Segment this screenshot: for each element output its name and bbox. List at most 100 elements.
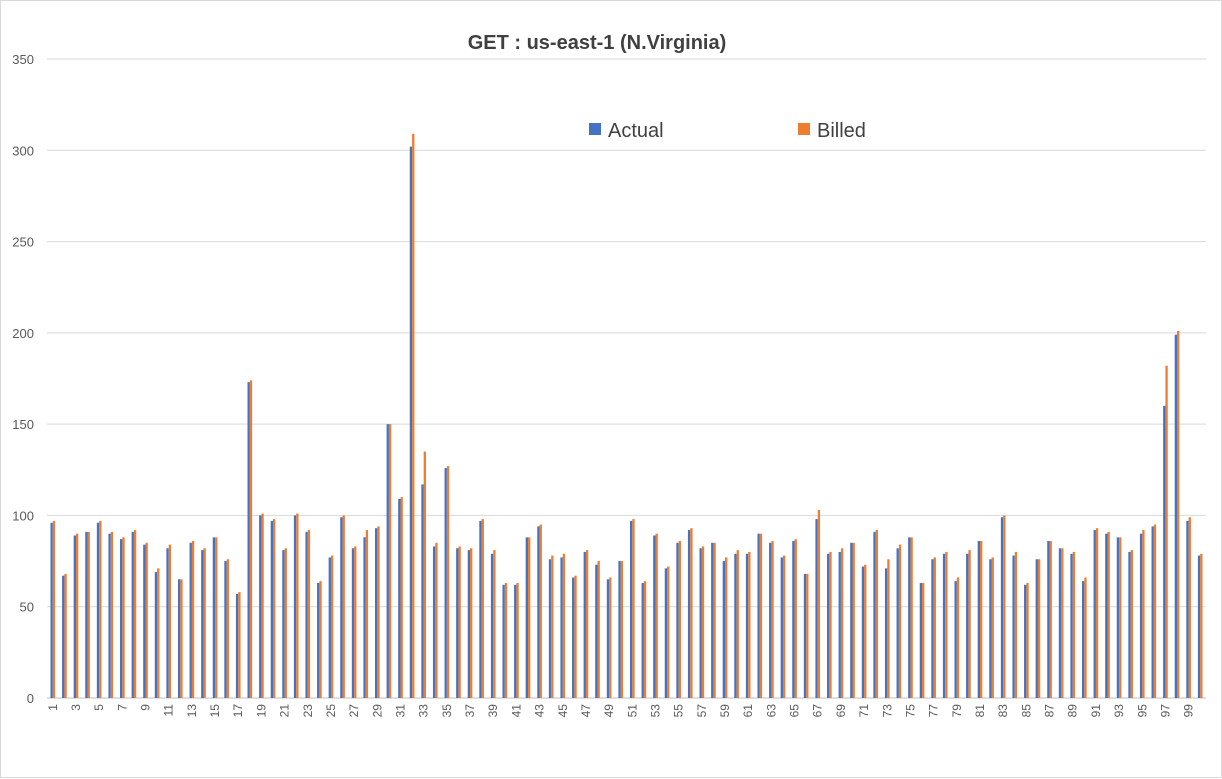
x-tick-label: 71	[857, 704, 871, 718]
bar-actual-33	[421, 484, 424, 698]
bar-actual-100	[1197, 555, 1201, 698]
bar-actual-37	[467, 550, 471, 698]
x-tick-label: 61	[741, 704, 755, 718]
bar-billed-14	[203, 548, 206, 698]
bar-actual-88	[1058, 548, 1062, 698]
x-tick-label: 45	[556, 704, 570, 718]
bar-billed-68	[829, 551, 832, 698]
bar-actual-93	[1116, 537, 1120, 698]
x-tick-label: 23	[301, 704, 315, 718]
bar-actual-62	[757, 533, 760, 698]
x-tick-label: 5	[92, 704, 106, 711]
bar-actual-7	[120, 539, 123, 698]
bar-actual-18	[247, 382, 250, 698]
x-tick-label: 79	[950, 704, 964, 718]
bar-actual-2	[62, 575, 65, 698]
bar-billed-98	[1177, 331, 1180, 698]
bar-actual-46	[572, 577, 575, 698]
bar-billed-9	[145, 542, 148, 698]
bar-billed-95	[1142, 530, 1145, 698]
bar-actual-87	[1047, 540, 1050, 698]
bars	[50, 133, 1203, 699]
x-tick-label: 83	[996, 704, 1010, 718]
bar-actual-38	[479, 520, 482, 698]
bar-billed-12	[180, 579, 183, 698]
bar-billed-78	[945, 551, 948, 698]
bar-actual-86	[1035, 559, 1038, 698]
bar-billed-51	[632, 519, 635, 698]
x-tick-label: 87	[1043, 704, 1057, 718]
bar-actual-76	[919, 582, 923, 698]
bar-billed-15	[215, 537, 218, 698]
bar-actual-66	[803, 573, 807, 698]
chart-title: GET : us-east-1 (N.Virginia)	[468, 32, 727, 54]
bar-billed-61	[748, 551, 751, 698]
x-tick-label: 39	[486, 704, 500, 718]
bar-actual-42	[525, 537, 528, 698]
bar-actual-40	[502, 584, 505, 698]
bar-actual-57	[699, 548, 702, 698]
bar-actual-36	[456, 548, 459, 698]
bar-billed-33	[423, 451, 426, 698]
bar-billed-27	[354, 546, 357, 698]
bar-billed-46	[574, 575, 577, 698]
bar-actual-13	[189, 542, 192, 698]
x-tick-label: 63	[764, 704, 778, 718]
bar-actual-85	[1024, 584, 1027, 698]
bar-billed-49	[609, 577, 612, 698]
gridlines	[47, 58, 1206, 699]
x-tick-label: 9	[139, 704, 153, 711]
bar-actual-51	[629, 520, 633, 698]
bar-billed-53	[655, 533, 658, 698]
bar-actual-52	[641, 582, 644, 698]
bar-actual-17	[235, 593, 239, 698]
bar-actual-16	[224, 561, 227, 698]
bar-billed-37	[470, 548, 473, 698]
bar-actual-1	[50, 522, 53, 698]
bar-billed-99	[1188, 517, 1191, 698]
bar-billed-92	[1107, 531, 1110, 698]
legend-label-billed: Billed	[817, 120, 866, 142]
bar-billed-86	[1037, 559, 1041, 698]
y-tick-label: 350	[12, 52, 34, 67]
bar-billed-69	[840, 548, 844, 698]
bar-billed-64	[782, 555, 786, 698]
bar-billed-42	[527, 537, 531, 698]
bar-billed-8	[133, 530, 137, 698]
x-tick-label: 7	[115, 704, 129, 711]
y-axis-ticks: 0 50 100 150 200 250 300 350	[12, 52, 34, 706]
bar-actual-75	[908, 537, 911, 698]
bar-billed-50	[620, 561, 624, 698]
bar-billed-84	[1014, 551, 1018, 698]
x-tick-label: 75	[903, 704, 917, 718]
bar-actual-97	[1163, 405, 1166, 698]
x-axis-ticks: 1 3 5 7 9 11 13 15 17 19 21 23 25 27 29 31 33 35 37 39 41 43 4…	[46, 704, 1196, 718]
bar-billed-76	[922, 582, 925, 698]
bar-actual-89	[1070, 553, 1073, 698]
bar-actual-65	[792, 540, 795, 698]
x-tick-label: 47	[579, 704, 593, 718]
bar-actual-26	[340, 517, 343, 698]
bar-billed-17	[238, 592, 241, 698]
bar-billed-16	[226, 559, 229, 698]
bar-actual-92	[1105, 533, 1108, 698]
x-tick-label: 17	[231, 704, 245, 718]
bar-actual-64	[780, 557, 783, 698]
bar-billed-3	[75, 533, 79, 698]
bar-actual-31	[398, 499, 401, 698]
x-tick-label: 1	[46, 704, 60, 711]
bar-actual-71	[861, 566, 865, 698]
bar-billed-5	[99, 520, 102, 698]
bar-billed-4	[87, 531, 90, 698]
bar-actual-19	[259, 515, 262, 698]
x-tick-label: 85	[1019, 704, 1033, 718]
x-tick-label: 97	[1158, 704, 1172, 718]
bar-actual-22	[293, 515, 297, 698]
bar-actual-73	[884, 568, 888, 698]
y-tick-label: 0	[27, 691, 34, 706]
bar-actual-34	[432, 546, 436, 698]
bar-billed-44	[551, 555, 554, 698]
bar-actual-8	[131, 531, 134, 698]
bar-billed-29	[377, 526, 380, 698]
